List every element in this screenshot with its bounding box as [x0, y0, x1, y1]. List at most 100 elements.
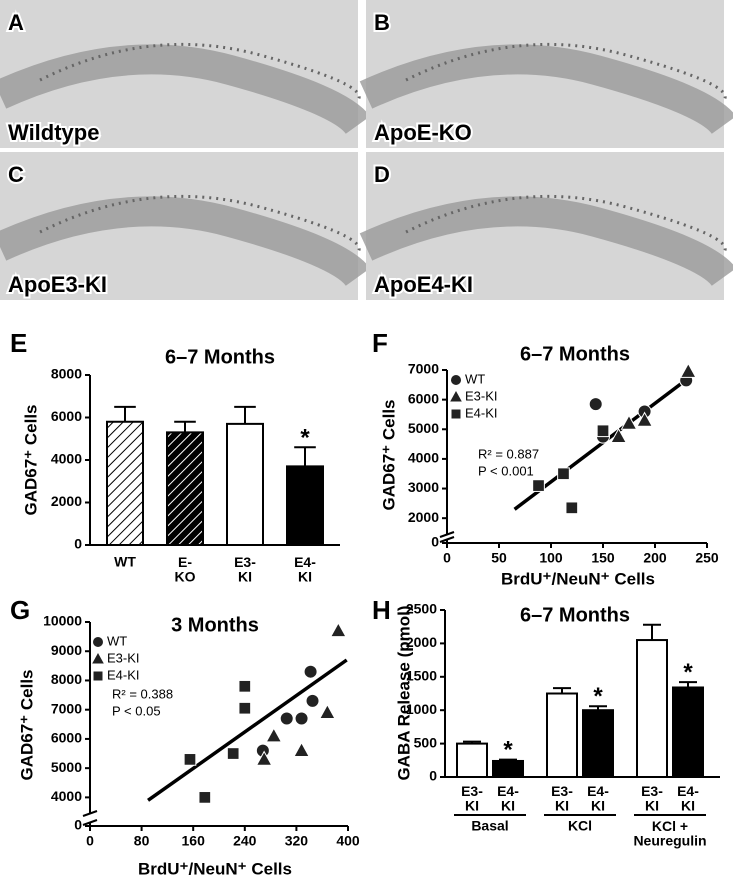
- x-tick-label: E4-KI: [294, 554, 316, 585]
- x-tick-label: Basal: [471, 818, 508, 834]
- legend-label: E4-KI: [107, 667, 140, 682]
- panel-letter: B: [374, 10, 390, 35]
- legend-label: E3-KI: [107, 650, 140, 665]
- text-line: KI: [681, 797, 695, 813]
- point: [565, 501, 579, 515]
- point: [265, 727, 283, 743]
- axis-break: [82, 819, 98, 826]
- point: [255, 750, 273, 766]
- y-tick-label: 4000: [51, 451, 82, 467]
- point: [451, 409, 461, 419]
- x-tick-label: 50: [491, 550, 507, 566]
- x-tick-label: KCl: [568, 818, 592, 834]
- series-label: E4-KI: [497, 783, 519, 814]
- text-line: E4-: [587, 783, 609, 799]
- axis-break: [439, 531, 455, 538]
- panel-letter: A: [8, 10, 24, 35]
- bar: [286, 465, 324, 546]
- text-line: KI: [555, 797, 569, 813]
- series-label: E4-KI: [587, 783, 609, 814]
- y-tick-label: 0: [431, 534, 439, 550]
- point: [92, 653, 104, 664]
- point: [93, 637, 103, 647]
- text-line: E4-: [294, 554, 316, 570]
- text-line: KCl +: [652, 818, 688, 834]
- point: [532, 479, 545, 492]
- x-tick-label: KCl + Neuregulin: [633, 818, 706, 849]
- panel-letter: E: [10, 328, 27, 358]
- point: [679, 362, 697, 378]
- text-line: KI: [298, 568, 312, 584]
- panel-label: ApoE-KO: [374, 120, 472, 145]
- text-line: E3-: [234, 554, 256, 570]
- panel-letter: F: [372, 328, 388, 358]
- y-tick-label: 4000: [408, 450, 439, 466]
- text-line: E4-: [497, 783, 519, 799]
- bar: [672, 686, 704, 778]
- point: [294, 711, 309, 726]
- x-tick-label: 240: [233, 833, 257, 849]
- fit-line: [147, 658, 348, 802]
- y-tick-label: 0: [74, 536, 82, 552]
- text-line: E3-: [461, 783, 483, 799]
- x-axis-label: BrdU⁺/NeuN⁺ Cells: [501, 569, 655, 588]
- point: [238, 701, 252, 715]
- annotation: R² = 0.887: [478, 446, 539, 461]
- point: [93, 671, 103, 681]
- tissue-band: [0, 196, 371, 287]
- x-tick-label: 80: [134, 833, 150, 849]
- x-tick-label: 320: [285, 833, 309, 849]
- significance: *: [683, 659, 693, 686]
- y-tick-label: 0: [429, 768, 437, 784]
- panel-letter: D: [374, 162, 390, 187]
- panel-letter: G: [10, 595, 30, 625]
- text-line: E4-: [677, 783, 699, 799]
- annotation: P < 0.001: [478, 463, 534, 478]
- y-axis-label: GAD67⁺ Cells: [379, 399, 398, 510]
- annotation: P < 0.05: [112, 703, 161, 718]
- x-tick-label: 200: [643, 550, 667, 566]
- point: [636, 411, 653, 427]
- text-line: KI: [465, 797, 479, 813]
- x-tick-label: E3-KI: [234, 554, 256, 585]
- y-tick-label: 2500: [406, 601, 437, 617]
- bar: [456, 742, 488, 778]
- y-tick-label: 3000: [408, 479, 439, 495]
- panel-label: Wildtype: [8, 120, 99, 145]
- legend-label: E4-KI: [465, 405, 498, 420]
- y-axis-label: GABA Release (pmol): [394, 605, 413, 780]
- y-tick-label: 8000: [51, 671, 82, 687]
- series-label: E4-KI: [677, 783, 699, 814]
- chart-title: 3 Months: [171, 614, 259, 636]
- y-tick-label: 9000: [51, 642, 82, 658]
- text-line: E3-: [641, 783, 663, 799]
- point: [183, 753, 197, 766]
- x-tick-label: 400: [336, 833, 360, 849]
- bar: [582, 709, 614, 779]
- point: [226, 747, 240, 760]
- point: [238, 679, 252, 693]
- annotation: R² = 0.388: [112, 686, 173, 701]
- point: [620, 414, 638, 430]
- series-label: E3-KI: [551, 783, 573, 814]
- panel-label: ApoE3-KI: [8, 272, 107, 297]
- y-tick-label: 2000: [406, 634, 437, 650]
- cell-layer: [405, 194, 727, 253]
- y-tick-label: 2000: [408, 509, 439, 525]
- y-axis-label: GAD67⁺ Cells: [17, 669, 36, 780]
- x-tick-label: 250: [695, 550, 719, 566]
- chart-title: 6–7 Months: [165, 346, 275, 368]
- y-tick-label: 6000: [51, 730, 82, 746]
- significance: *: [503, 737, 513, 764]
- point: [198, 791, 212, 804]
- bar: [106, 420, 144, 546]
- series-label: E3-KI: [641, 783, 663, 814]
- tissue-band: [0, 44, 371, 135]
- cell-layer: [39, 42, 361, 101]
- point: [451, 375, 461, 385]
- y-tick-label: 8000: [51, 366, 82, 382]
- significance: *: [593, 683, 603, 710]
- significance: *: [300, 424, 310, 451]
- x-axis-label: BrdU⁺/NeuN⁺ Cells: [138, 859, 292, 878]
